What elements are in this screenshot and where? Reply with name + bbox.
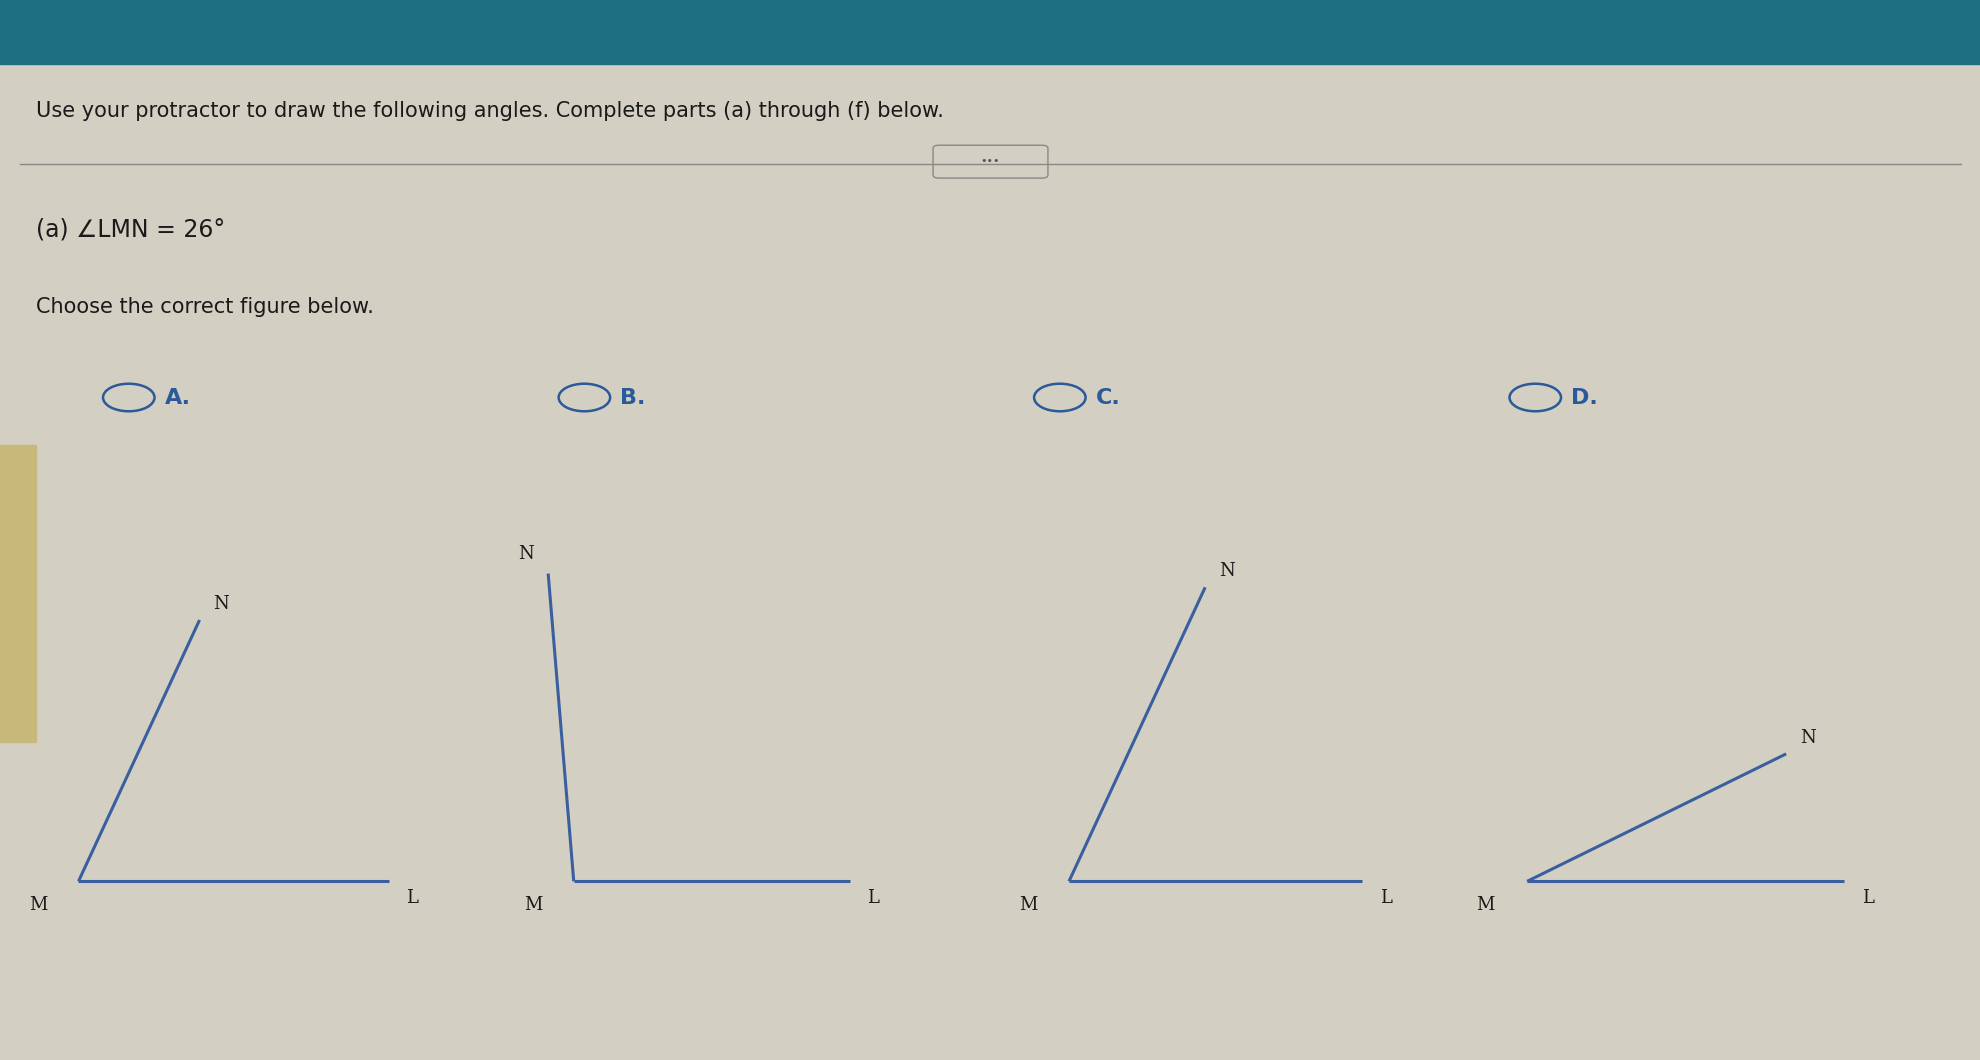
Text: B.: B. [620, 388, 645, 407]
Text: •••: ••• [980, 156, 1000, 166]
Bar [0, 445, 36, 742]
Text: A.: A. [164, 388, 190, 407]
Text: N: N [214, 595, 230, 613]
Text: C.: C. [1095, 388, 1119, 407]
Text: N: N [1218, 562, 1234, 580]
Text: Choose the correct figure below.: Choose the correct figure below. [36, 297, 374, 317]
Bar [0, 0, 1980, 64]
Text: N: N [519, 545, 535, 563]
Text: Use your protractor to draw the following angles. Complete parts (a) through (f): Use your protractor to draw the followin… [36, 101, 942, 121]
Text: M: M [30, 896, 48, 914]
Text: L: L [1861, 888, 1873, 906]
Text: N: N [1800, 728, 1816, 746]
Text: L: L [406, 888, 418, 906]
Text: (a) ∠LMN = 26°: (a) ∠LMN = 26° [36, 217, 226, 242]
Text: M: M [1020, 896, 1038, 914]
FancyBboxPatch shape [933, 145, 1047, 178]
Text: M: M [1475, 896, 1495, 914]
Text: L: L [867, 888, 879, 906]
Text: L: L [1378, 888, 1390, 906]
Text: D.: D. [1570, 388, 1598, 407]
Text: M: M [525, 896, 543, 914]
